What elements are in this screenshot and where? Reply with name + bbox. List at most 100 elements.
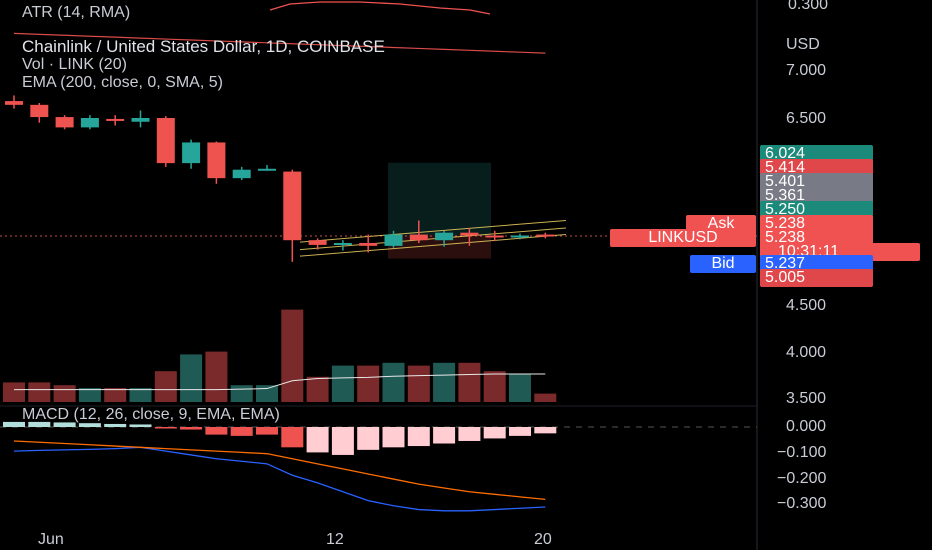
- volume-bars: [3, 309, 557, 402]
- candle-body: [156, 118, 175, 164]
- stop-loss-price: 5.005: [760, 269, 873, 287]
- candle-body: [30, 104, 49, 118]
- volume-bar: [382, 362, 405, 402]
- macd-tick: −0.300: [777, 495, 827, 512]
- macd-histogram-bar: [104, 423, 127, 427]
- macd-histogram-bar: [180, 427, 203, 430]
- volume-bar: [3, 382, 25, 402]
- macd-histogram-bar: [509, 427, 531, 436]
- candle-body: [384, 234, 403, 246]
- volume-bar: [78, 388, 101, 402]
- candle-body: [106, 118, 125, 121]
- candle-body: [460, 232, 479, 236]
- parallel-channel[interactable]: [299, 219, 567, 257]
- loss-zone: [388, 235, 491, 259]
- last-price: 5.238: [760, 229, 873, 247]
- volume-bar: [509, 374, 531, 402]
- channel-mid-line: [299, 227, 567, 251]
- volume-bar: [534, 393, 557, 402]
- macd-signal-line: [13, 440, 546, 501]
- price-tick: 4.500: [786, 297, 827, 314]
- bid-tag: Bid: [690, 255, 756, 273]
- take-profit-price: 6.024: [760, 145, 873, 163]
- macd-histogram-bar: [483, 427, 506, 439]
- price-tick: 6.500: [786, 110, 827, 127]
- volume-bar: [357, 365, 380, 402]
- macd-histogram-bar: [357, 427, 380, 450]
- volume-legend[interactable]: Vol · LINK (20): [22, 56, 127, 73]
- macd-histogram-bar: [3, 421, 25, 427]
- chart-title[interactable]: Chainlink / United States Dollar, 1D, CO…: [22, 37, 385, 56]
- macd-histogram-bar: [281, 427, 304, 448]
- volume-bar: [306, 376, 329, 402]
- macd-histogram-bar: [433, 427, 456, 444]
- high-price: 5.414: [760, 159, 873, 177]
- macd-histogram-bar: [407, 427, 430, 447]
- macd-histogram-bar: [256, 427, 278, 435]
- candle-body: [536, 234, 555, 237]
- macd-tick: 0.000: [786, 418, 827, 435]
- bid-price: 5.237: [760, 255, 873, 273]
- candle-body: [308, 240, 327, 245]
- candle-body: [5, 101, 23, 105]
- volume-bar: [483, 371, 506, 402]
- candle-body: [511, 235, 529, 238]
- volume-bar: [433, 362, 456, 402]
- price-tick: 7.000: [786, 62, 827, 79]
- time-label: 20: [534, 531, 552, 548]
- candle-body: [435, 232, 454, 241]
- volume-bar: [154, 371, 177, 402]
- volume-bar: [28, 382, 51, 402]
- macd-line: [13, 446, 546, 512]
- macd-legend[interactable]: MACD (12, 26, close, 9, EMA, EMA): [22, 406, 280, 423]
- symbol-tag: LINKUSD: [610, 229, 756, 247]
- macd-histogram-bar: [382, 427, 405, 448]
- candle-body: [55, 117, 74, 128]
- price-tick: 3.500: [786, 390, 827, 407]
- volume-bar: [205, 351, 228, 402]
- price-tick: 0.300: [788, 0, 829, 13]
- volume-bar: [230, 385, 253, 402]
- ema-legend[interactable]: EMA (200, close, 0, SMA, 5): [22, 74, 223, 91]
- macd-tick: −0.100: [777, 444, 827, 461]
- time-label: 12: [326, 531, 344, 548]
- candle-body: [207, 142, 226, 179]
- macd-pane: [3, 421, 557, 512]
- price-label: 5.361: [760, 187, 873, 205]
- macd-tick: −0.200: [777, 470, 827, 487]
- candle-body: [258, 168, 276, 171]
- macd-histogram-bar: [78, 423, 101, 427]
- macd-histogram-bar: [458, 427, 481, 441]
- currency-label[interactable]: USD: [786, 36, 820, 53]
- volume-bar: [129, 388, 152, 402]
- price-tick: 4.000: [786, 344, 827, 361]
- volume-bar: [104, 388, 127, 402]
- macd-histogram-bar: [28, 421, 51, 427]
- position-tool[interactable]: [388, 162, 491, 259]
- volume-bar: [331, 365, 354, 402]
- ask-tag: Ask: [686, 215, 756, 233]
- time-label: Jun: [38, 531, 64, 548]
- candle-body: [333, 243, 352, 246]
- macd-histogram-bar: [53, 422, 76, 427]
- ema-line: [13, 32, 546, 54]
- candle-body: [409, 234, 428, 241]
- candles: [5, 95, 555, 262]
- profit-zone: [388, 162, 491, 236]
- volume-bar: [407, 365, 430, 402]
- candle-body: [283, 171, 302, 241]
- volume-bar: [180, 354, 203, 402]
- channel-line: [299, 219, 567, 243]
- volume-bar: [256, 385, 278, 402]
- volume-bar: [53, 385, 76, 402]
- candle-body: [80, 118, 99, 128]
- volume-bar: [458, 362, 481, 402]
- atr-legend[interactable]: ATR (14, RMA): [22, 4, 131, 21]
- volume-ma-line: [14, 373, 546, 391]
- macd-histogram-bar: [154, 427, 177, 429]
- candle-body: [232, 169, 251, 179]
- candle-body: [485, 235, 504, 238]
- macd-histogram-bar: [230, 427, 253, 436]
- macd-histogram-bar: [306, 427, 329, 453]
- macd-histogram-bar: [534, 427, 557, 434]
